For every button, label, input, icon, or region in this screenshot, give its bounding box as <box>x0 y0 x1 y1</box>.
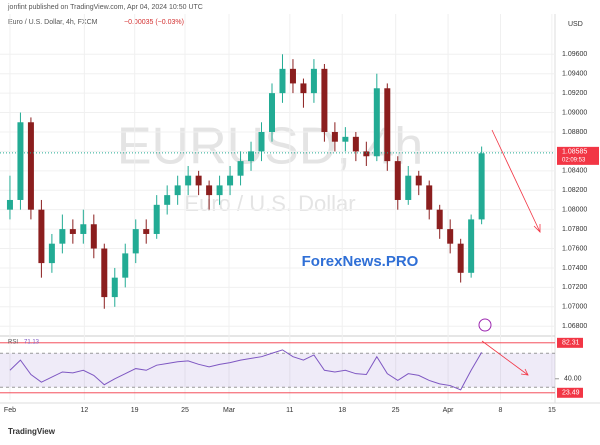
x-tick-label: Mar <box>223 407 236 414</box>
y-tick-label: 1.09200 <box>562 90 587 97</box>
candle-body <box>153 204 160 234</box>
y-tick-label: 1.08000 <box>562 207 587 214</box>
rsi-tick-label: 23.49 <box>562 390 580 397</box>
candle-body <box>6 199 13 210</box>
candle-body <box>342 136 349 142</box>
x-tick-label: Apr <box>443 407 455 414</box>
rsi-tick-box <box>557 337 583 348</box>
candle-body <box>132 229 139 254</box>
arrow-head <box>533 224 541 233</box>
x-tick-label: 11 <box>286 407 293 414</box>
candle-body <box>321 68 328 132</box>
candle-body <box>468 219 475 273</box>
last-price-label: 1.08585 <box>562 149 587 156</box>
candle-body <box>227 175 234 186</box>
candle-body <box>216 185 223 196</box>
x-tick-label: 15 <box>548 407 556 414</box>
rsi-arrow-head <box>520 368 529 376</box>
y-tick-label: 1.08200 <box>562 187 587 194</box>
rsi-arrow-line <box>481 340 529 376</box>
y-tick-label: 1.07800 <box>562 226 587 233</box>
candle-body <box>258 131 265 152</box>
candle-body <box>436 209 443 230</box>
candle-body <box>122 253 129 278</box>
candle-body <box>111 277 118 298</box>
y-tick-label: 1.08400 <box>562 168 587 175</box>
x-tick-label: 8 <box>499 407 503 414</box>
candle-body <box>143 229 150 234</box>
rsi-tick-box <box>557 387 583 398</box>
candle-body <box>69 229 76 234</box>
candle-body <box>248 151 255 162</box>
candle-body <box>38 209 45 264</box>
candle-body <box>279 68 286 94</box>
candle-body <box>237 161 244 176</box>
candle-body <box>80 224 87 234</box>
y-tick-label: 1.07000 <box>562 304 587 311</box>
y-tick-label: 1.08800 <box>562 129 587 136</box>
last-price-box <box>557 146 599 165</box>
candle-body <box>331 131 338 142</box>
candle-body <box>27 122 34 210</box>
candle-body <box>195 175 202 186</box>
currency: USD <box>568 21 583 28</box>
candle-body <box>415 175 422 186</box>
candle-body <box>310 68 317 94</box>
candle-body <box>48 243 55 264</box>
header: jonfint published on TradingView.com, Ap… <box>7 4 203 11</box>
candle-body <box>352 136 359 152</box>
candle-body <box>373 88 380 157</box>
candle-body <box>90 224 97 249</box>
y-tick-label: 1.09600 <box>562 51 587 58</box>
candle-body <box>59 229 66 244</box>
candle-body <box>174 185 181 196</box>
event-icon[interactable] <box>478 318 492 332</box>
arrow-line <box>491 129 541 233</box>
candle-body <box>363 151 370 157</box>
x-tick-label: Feb <box>4 407 16 414</box>
countdown: 02:09:53 <box>562 157 586 163</box>
rsi-tick-label: 82.31 <box>562 340 580 347</box>
y-tick-label: 1.09400 <box>562 71 587 78</box>
candle-body <box>268 93 275 132</box>
candle-body <box>394 161 401 200</box>
y-tick-label: 1.07400 <box>562 265 587 272</box>
footer-logo: TradingView <box>8 427 56 436</box>
brand: ForexNews.PRO <box>302 253 419 270</box>
candle-body <box>289 68 296 84</box>
candle-body <box>457 243 464 273</box>
rsi-line <box>9 349 483 391</box>
x-tick-label: 12 <box>80 407 88 414</box>
rsi-band <box>0 353 555 388</box>
candle-body <box>164 195 171 205</box>
candle-body <box>384 88 391 162</box>
candle-body <box>405 175 412 200</box>
rsi-value: 71.13 <box>24 340 40 346</box>
rsi-tick-label: 40.00 <box>564 376 582 383</box>
watermark-sub: Euro / U.S. Dollar <box>184 191 355 216</box>
candle-body <box>17 122 24 200</box>
y-tick-label: 1.09000 <box>562 109 587 116</box>
candle-body <box>185 175 192 186</box>
candle-body <box>426 185 433 210</box>
candle-body <box>447 229 454 244</box>
x-tick-label: 25 <box>181 407 189 414</box>
x-tick-label: 19 <box>131 407 139 414</box>
x-tick-label: 18 <box>338 407 346 414</box>
candle-body <box>206 185 213 196</box>
symbol-title: Euro / U.S. Dollar, 4h, FXCM <box>8 19 98 26</box>
y-tick-label: 1.06800 <box>562 323 587 330</box>
x-tick-label: 25 <box>392 407 400 414</box>
candle-body <box>300 83 307 94</box>
y-tick-label: 1.07200 <box>562 284 587 291</box>
rsi-name: RSI <box>8 340 18 346</box>
change: −0.00035 (−0.03%) <box>124 19 184 26</box>
y-tick-label: 1.07600 <box>562 245 587 252</box>
candle-body <box>478 153 485 220</box>
candle-body <box>101 248 108 298</box>
